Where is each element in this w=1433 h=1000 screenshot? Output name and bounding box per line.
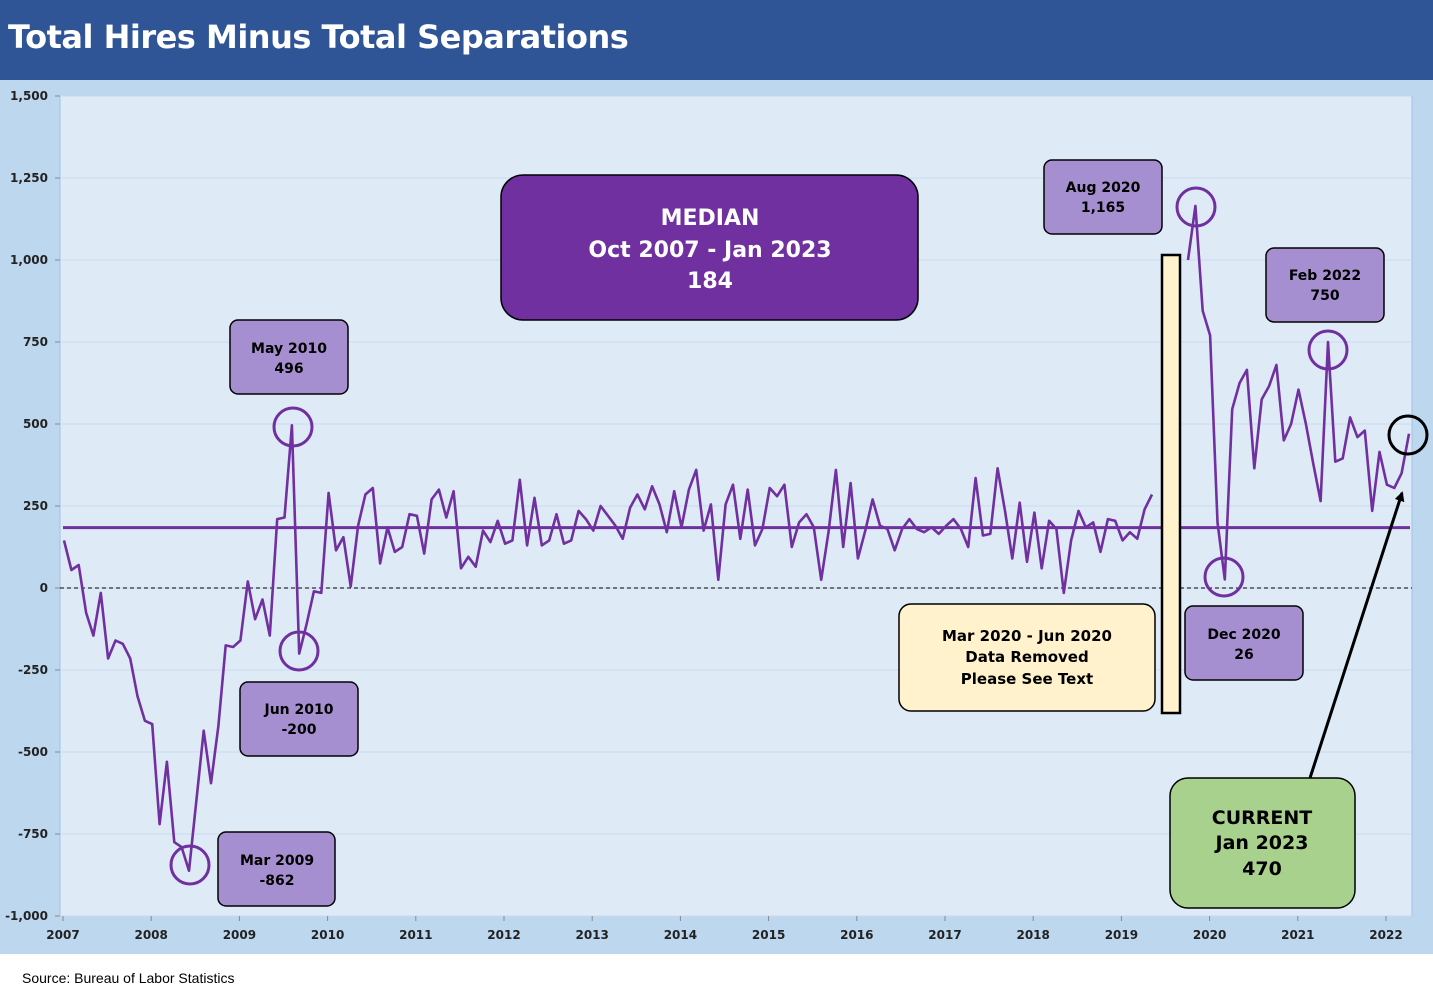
x-tick-label: 2012 (487, 928, 520, 942)
highlight-circle-aug2020 (1175, 186, 1217, 228)
callout-aug2020-value: 1,165 (1081, 200, 1125, 216)
callout-dec2020-value: 26 (1234, 647, 1253, 663)
y-tick-label: -750 (18, 827, 48, 841)
median-title: MEDIAN (661, 206, 760, 231)
highlight-circle-current (1387, 414, 1429, 456)
current-label: CURRENT (1212, 807, 1313, 829)
removed-data-callout: Mar 2020 - Jun 2020 Data Removed Please … (898, 603, 1156, 712)
highlight-circle-may2010 (272, 406, 314, 448)
median-callout: MEDIAN Oct 2007 - Jan 2023 184 (500, 174, 919, 321)
removed-data-period: Mar 2020 - Jun 2020 (942, 627, 1112, 645)
highlight-circle-feb2022 (1307, 329, 1349, 371)
footer: Source: Bureau of Labor Statistics (0, 954, 1433, 1000)
removed-data-bar (1160, 253, 1182, 715)
callout-may2010-date: May 2010 (251, 341, 327, 357)
callout-mar2009: Mar 2009 -862 (217, 831, 336, 907)
x-tick-label: 2007 (46, 928, 79, 942)
callout-feb2022: Feb 2022 750 (1265, 247, 1385, 323)
chart-title: Total Hires Minus Total Separations (8, 18, 629, 56)
y-tick-label: 750 (23, 335, 48, 349)
current-value: 470 (1242, 858, 1282, 880)
callout-aug2020-date: Aug 2020 (1066, 180, 1141, 196)
callout-mar2009-value: -862 (259, 873, 294, 889)
x-tick-label: 2011 (399, 928, 432, 942)
y-tick-label: 1,500 (10, 89, 48, 103)
x-tick-label: 2008 (134, 928, 167, 942)
callout-may2010: May 2010 496 (229, 319, 349, 395)
callout-dec2020: Dec 2020 26 (1184, 605, 1304, 681)
y-tick-label: -1,000 (5, 909, 48, 923)
source-note: Source: Bureau of Labor Statistics (22, 970, 235, 986)
x-tick-label: 2020 (1193, 928, 1226, 942)
x-tick-label: 2019 (1105, 928, 1138, 942)
x-axis-ticks: 2007 2008 2009 2010 2011 2012 2013 2014 2015 2016… (46, 916, 1403, 942)
removed-data-note: Data Removed (965, 648, 1088, 666)
y-tick-label: 1,250 (10, 171, 48, 185)
y-axis-ticks: -1,000 -750 -500 -250 0 250 500 750 1,000 1,250 1,… (5, 89, 60, 923)
x-tick-label: 2016 (840, 928, 873, 942)
x-tick-label: 2017 (928, 928, 961, 942)
x-tick-label: 2013 (575, 928, 608, 942)
series-line-1 (62, 423, 1154, 873)
x-tick-label: 2009 (223, 928, 256, 942)
callout-mar2009-date: Mar 2009 (240, 853, 314, 869)
x-tick-label: 2010 (311, 928, 344, 942)
callout-dec2020-date: Dec 2020 (1207, 627, 1281, 643)
chart-frame: -1,000 -750 -500 -250 0 250 500 750 1,000 1,250 1,… (0, 80, 1433, 954)
removed-data-see-text: Please See Text (961, 670, 1093, 688)
x-tick-label: 2015 (752, 928, 785, 942)
x-tick-label: 2014 (664, 928, 697, 942)
callout-jun2010-date: Jun 2010 (264, 702, 334, 718)
current-date: Jan 2023 (1214, 832, 1309, 854)
callout-feb2022-date: Feb 2022 (1289, 268, 1361, 284)
current-callout: CURRENT Jan 2023 470 (1169, 777, 1356, 909)
y-tick-label: 250 (23, 499, 48, 513)
callout-jun2010: Jun 2010 -200 (239, 681, 359, 757)
y-tick-label: -250 (18, 663, 48, 677)
series-line-2 (1186, 204, 1411, 581)
callout-may2010-value: 496 (274, 361, 303, 377)
series-lines (62, 204, 1411, 873)
x-tick-label: 2018 (1016, 928, 1049, 942)
highlight-circle-dec2020 (1203, 556, 1245, 598)
y-tick-label: 0 (40, 581, 48, 595)
y-tick-label: -500 (18, 745, 48, 759)
title-bar: Total Hires Minus Total Separations (0, 0, 1433, 80)
median-period: Oct 2007 - Jan 2023 (588, 238, 831, 263)
y-tick-label: 500 (23, 417, 48, 431)
x-tick-label: 2021 (1281, 928, 1314, 942)
highlight-circle-jun2010 (278, 630, 320, 672)
current-arrow (1308, 491, 1405, 779)
chart-svg: -1,000 -750 -500 -250 0 250 500 750 1,000 1,250 1,… (5, 89, 1429, 942)
median-value: 184 (687, 269, 733, 294)
callout-feb2022-value: 750 (1310, 288, 1339, 304)
highlight-circle-mar2009 (169, 844, 211, 886)
callout-aug2020: Aug 2020 1,165 (1043, 159, 1163, 235)
y-tick-label: 1,000 (10, 253, 48, 267)
callout-jun2010-value: -200 (281, 722, 316, 738)
x-tick-label: 2022 (1369, 928, 1402, 942)
